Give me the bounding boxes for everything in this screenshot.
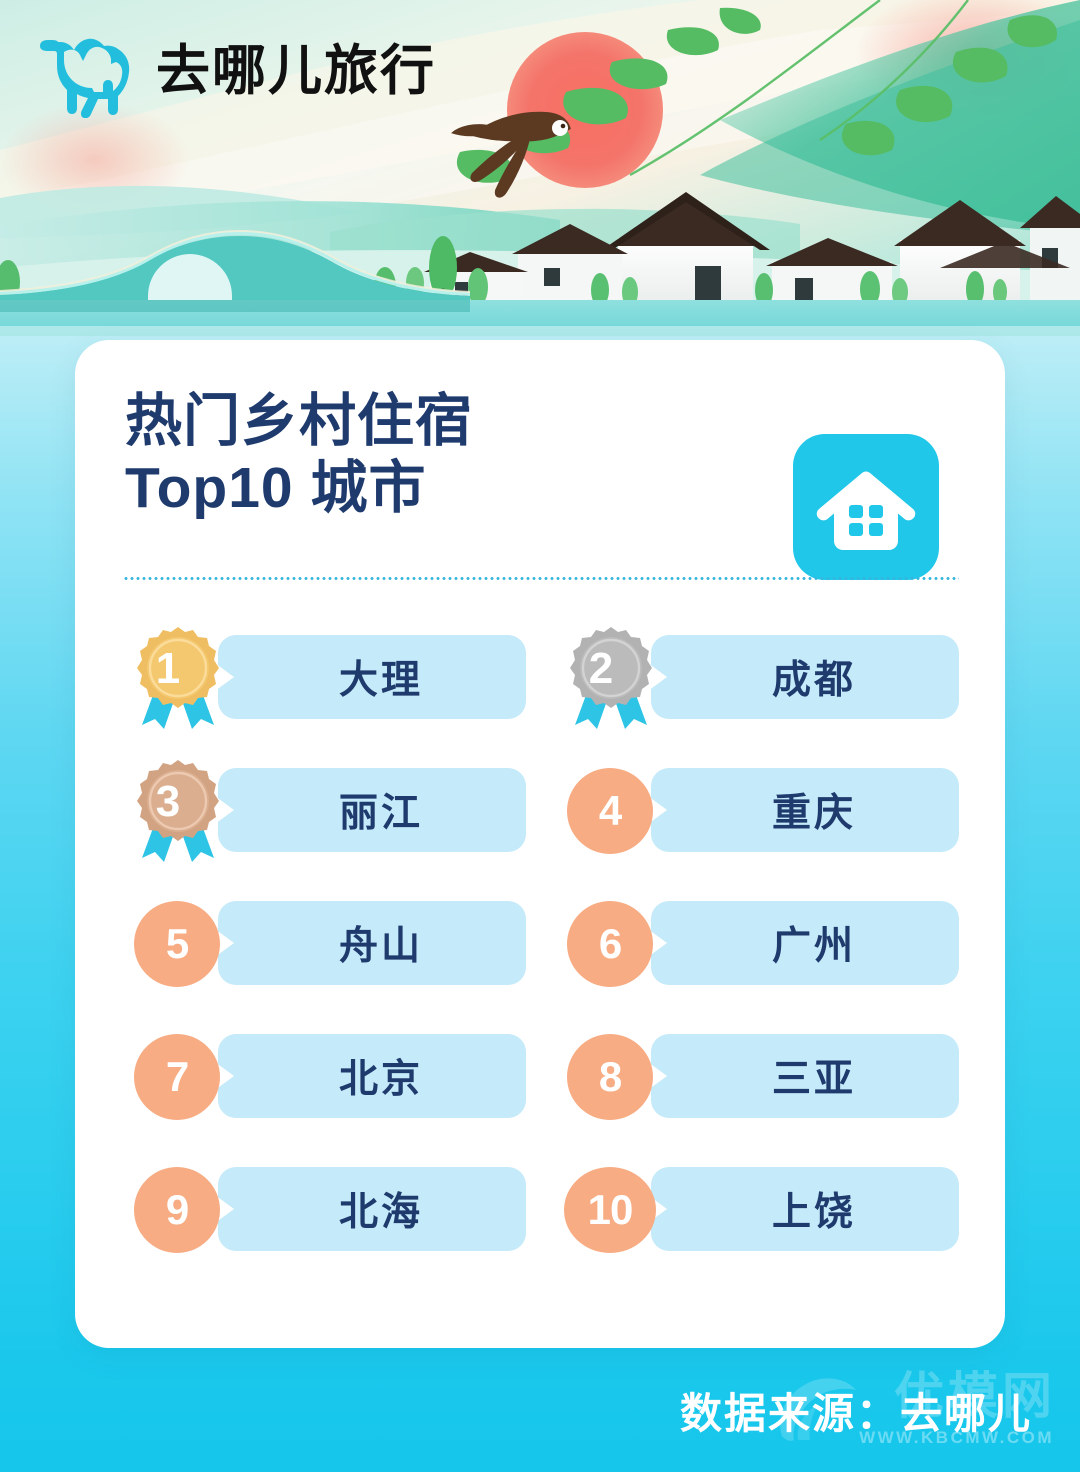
medal-silver-icon: [561, 625, 661, 731]
ranking-row[interactable]: 9 北海: [118, 1157, 529, 1263]
ranking-row[interactable]: 6 广州: [551, 891, 962, 997]
ranking-row[interactable]: 10 上饶: [551, 1157, 962, 1263]
city-pill[interactable]: 成都: [651, 635, 959, 719]
rank-number: 10: [587, 1186, 634, 1233]
brand-name: 去哪儿旅行: [156, 41, 436, 101]
city-pill[interactable]: 广州: [651, 901, 959, 985]
rank-number: 4: [598, 787, 622, 834]
city-name: 三亚: [771, 1058, 856, 1101]
city-pill[interactable]: 丽江: [218, 768, 526, 852]
rank-number: 6: [598, 920, 622, 967]
page-title: 热门乡村住宿 Top10 城市: [125, 389, 473, 521]
rank-circle-badge: 5: [134, 901, 220, 987]
city-name: 大理: [338, 659, 423, 702]
footer: 数据来源：去哪儿: [0, 1348, 1080, 1472]
ranking-row[interactable]: 4 重庆: [551, 758, 962, 864]
camel-icon: [40, 38, 130, 118]
rank-circle-badge: 7: [134, 1034, 220, 1120]
city-name: 重庆: [771, 792, 856, 835]
rank-number: 9: [165, 1186, 189, 1233]
ranking-card: 热门乡村住宿 Top10 城市: [75, 340, 1005, 1348]
city-name: 舟山: [338, 925, 423, 968]
house-badge: [793, 434, 939, 580]
ranking-row[interactable]: 7 北京: [118, 1024, 529, 1130]
rank-number: 5: [165, 920, 189, 967]
rank-circle-badge: 10: [564, 1167, 656, 1253]
ranking-row[interactable]: 3 丽江: [118, 758, 529, 864]
city-pill[interactable]: 三亚: [651, 1034, 959, 1118]
hero-illustration: [0, 0, 1080, 336]
section-divider: [123, 577, 959, 580]
city-pill[interactable]: 大理: [218, 635, 526, 719]
ranking-row[interactable]: 5 舟山: [118, 891, 529, 997]
ranking-row[interactable]: 1 大理: [118, 625, 529, 731]
rank-number: 8: [598, 1053, 622, 1100]
city-pill[interactable]: 北京: [218, 1034, 526, 1118]
house-icon: [816, 471, 916, 550]
ranking-row[interactable]: 8 三亚: [551, 1024, 962, 1130]
city-pill[interactable]: 北海: [218, 1167, 526, 1251]
data-source-label: 数据来源：去哪儿: [679, 1389, 1032, 1437]
city-name: 丽江: [338, 792, 423, 835]
city-pill[interactable]: 上饶: [651, 1167, 959, 1251]
city-name: 北海: [338, 1191, 423, 1234]
city-name: 上饶: [771, 1191, 856, 1234]
ranking-row[interactable]: 2 成都: [551, 625, 962, 731]
medal-bronze-icon: [128, 758, 228, 864]
medal-gold-icon: [128, 625, 228, 731]
city-name: 成都: [771, 659, 856, 702]
city-pill[interactable]: 舟山: [218, 901, 526, 985]
rank-circle-badge: 4: [567, 768, 653, 854]
rank-circle-badge: 9: [134, 1167, 220, 1253]
ranking-grid: 1 大理 2 成都: [118, 625, 962, 1263]
rank-circle-badge: 8: [567, 1034, 653, 1120]
brand-logo: 去哪儿旅行: [34, 24, 436, 118]
city-name: 北京: [338, 1058, 423, 1101]
city-pill[interactable]: 重庆: [651, 768, 959, 852]
rank-circle-badge: 6: [567, 901, 653, 987]
card-header: 热门乡村住宿 Top10 城市: [125, 388, 945, 580]
rank-number: 7: [165, 1053, 189, 1100]
city-name: 广州: [771, 925, 856, 968]
